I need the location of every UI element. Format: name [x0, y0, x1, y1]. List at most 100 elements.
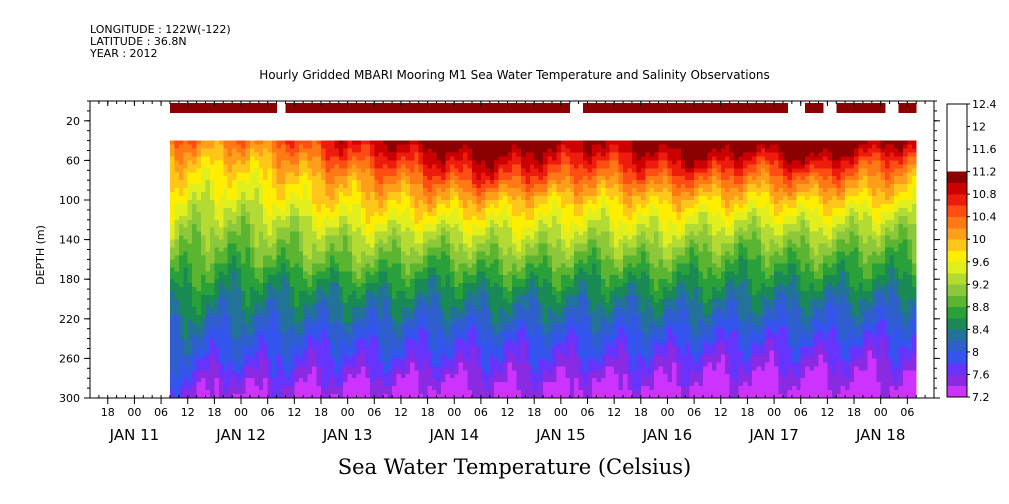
temperature-cell — [507, 192, 513, 197]
temperature-cell — [378, 374, 384, 379]
temperature-cell — [405, 267, 411, 272]
temperature-cell — [343, 334, 349, 339]
temperature-cell — [245, 362, 251, 367]
temperature-cell — [187, 314, 193, 320]
temperature-cell — [267, 310, 273, 316]
temperature-cell — [169, 180, 175, 185]
temperature-cell — [236, 299, 242, 304]
temperature-cell — [458, 350, 464, 355]
temperature-cell — [325, 267, 331, 272]
temperature-cell — [232, 156, 237, 161]
temperature-cell — [365, 203, 371, 209]
temperature-cell — [276, 295, 282, 300]
temperature-cell — [325, 299, 331, 304]
temperature-cell — [272, 223, 277, 229]
temperature-cell — [409, 295, 415, 300]
temperature-cell — [294, 362, 300, 367]
temperature-cell — [258, 156, 264, 161]
temperature-cell — [236, 180, 242, 185]
temperature-cell — [329, 223, 335, 229]
temperature-cell — [440, 302, 446, 308]
temperature-cell — [303, 200, 309, 205]
temperature-cell — [205, 358, 211, 363]
temperature-cell — [423, 350, 428, 355]
temperature-cell — [414, 306, 420, 312]
temperature-cell — [485, 203, 491, 209]
temperature-cell — [440, 326, 446, 332]
temperature-cell — [480, 200, 486, 205]
temperature-cell — [427, 370, 433, 375]
temperature-cell — [254, 223, 260, 229]
temperature-cell — [174, 215, 180, 221]
temperature-cell — [463, 302, 468, 308]
temperature-cell — [312, 239, 317, 244]
temperature-cell — [209, 334, 215, 339]
temperature-cell — [334, 378, 340, 383]
temperature-cell — [245, 180, 251, 185]
temperature-cell — [312, 168, 317, 173]
temperature-cell — [169, 279, 175, 284]
temperature-cell — [325, 314, 331, 320]
temperature-cell — [503, 164, 508, 169]
temperature-cell — [440, 148, 446, 153]
temperature-cell — [494, 180, 500, 185]
temperature-cell — [169, 140, 175, 145]
temperature-cell — [303, 164, 309, 169]
temperature-cell — [445, 200, 451, 205]
temperature-cell — [232, 196, 237, 201]
temperature-cell — [445, 322, 451, 328]
temperature-cell — [218, 358, 224, 363]
temperature-cell — [325, 247, 331, 252]
temperature-cell — [241, 207, 246, 213]
temperature-cell — [369, 358, 375, 363]
temperature-cell — [254, 215, 260, 221]
temperature-cell — [298, 330, 304, 336]
temperature-cell — [454, 346, 460, 351]
temperature-cell — [294, 287, 300, 292]
temperature-cell — [440, 366, 446, 371]
temperature-cell — [303, 271, 309, 276]
temperature-cell — [329, 231, 335, 237]
temperature-cell — [192, 144, 198, 149]
temperature-cell — [214, 314, 220, 320]
temperature-cell — [329, 263, 335, 268]
temperature-cell — [418, 160, 424, 165]
temperature-cell — [405, 330, 411, 336]
temperature-cell — [254, 192, 260, 197]
temperature-cell — [485, 283, 491, 288]
temperature-cell — [356, 354, 362, 359]
temperature-cell — [303, 306, 309, 312]
temperature-cell — [276, 362, 282, 367]
temperature-cell — [196, 346, 202, 351]
temperature-cell — [236, 176, 242, 181]
temperature-cell — [387, 156, 393, 161]
temperature-cell — [400, 302, 406, 308]
temperature-cell — [254, 394, 260, 399]
temperature-cell — [400, 350, 406, 355]
temperature-cell — [201, 295, 206, 300]
temperature-cell — [169, 346, 175, 351]
temperature-cell — [245, 283, 251, 288]
temperature-cell — [400, 148, 406, 153]
temperature-cell — [249, 291, 255, 296]
temperature-cell — [360, 144, 366, 149]
temperature-cell — [356, 148, 362, 153]
temperature-cell — [232, 287, 237, 292]
temperature-cell — [405, 390, 411, 395]
temperature-cell — [320, 176, 326, 181]
temperature-cell — [356, 358, 362, 363]
temperature-cell — [449, 176, 455, 181]
temperature-cell — [214, 243, 220, 248]
temperature-cell — [298, 279, 304, 284]
temperature-cell — [360, 326, 366, 332]
temperature-cell — [387, 168, 393, 173]
temperature-cell — [387, 259, 393, 264]
temperature-cell — [440, 255, 446, 260]
temperature-cell — [320, 338, 326, 343]
temperature-cell — [454, 227, 460, 233]
temperature-cell — [352, 386, 357, 391]
temperature-cell — [409, 306, 415, 312]
temperature-cell — [192, 223, 198, 229]
temperature-cell — [449, 144, 455, 149]
temperature-cell — [303, 322, 309, 328]
